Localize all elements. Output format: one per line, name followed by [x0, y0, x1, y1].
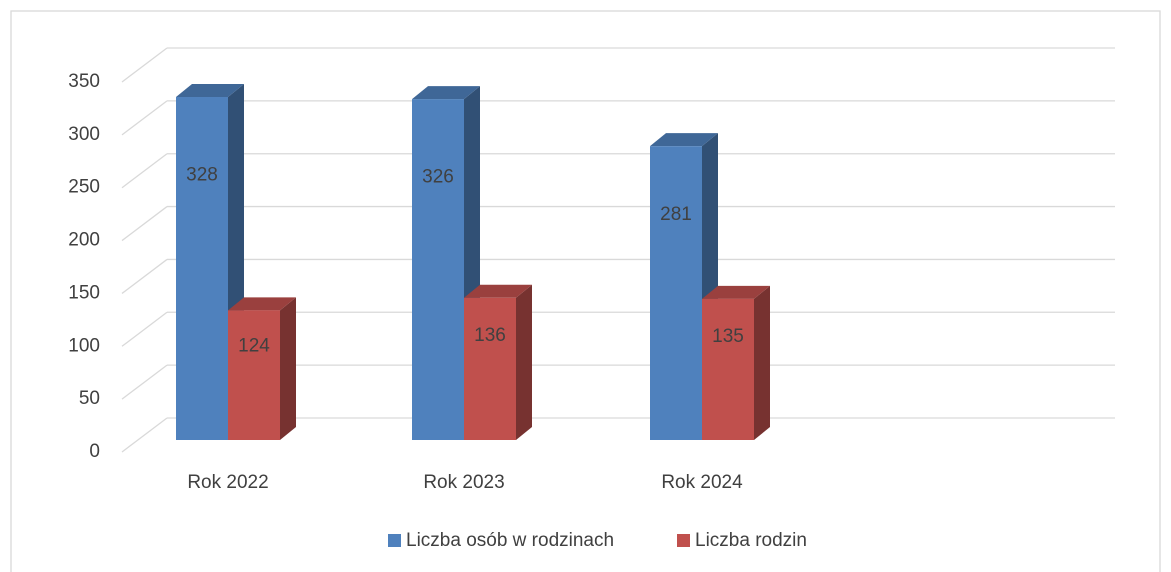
bar-top	[702, 285, 770, 299]
grid-line-side	[121, 311, 168, 347]
grid-line-side	[121, 206, 168, 242]
y-tick-label: 150	[68, 282, 100, 303]
bar-top	[650, 133, 718, 147]
legend-label: Liczba osób w rodzinach	[406, 530, 614, 551]
data-label: 328	[186, 165, 218, 186]
grid-line-side	[121, 417, 168, 453]
x-tick-label: Rok 2022	[187, 472, 268, 493]
bar	[412, 99, 464, 441]
bar-side	[516, 284, 532, 440]
bar-top	[412, 86, 480, 100]
grid-line-side	[121, 47, 168, 83]
bar	[464, 297, 516, 440]
data-label: 281	[660, 204, 692, 225]
chart-frame	[10, 10, 1161, 572]
y-tick-label: 200	[68, 230, 100, 251]
data-label: 136	[474, 325, 506, 346]
bar-top	[228, 297, 296, 311]
bar	[176, 97, 228, 441]
bar	[228, 310, 280, 440]
legend-label: Liczba rodzin	[695, 530, 807, 551]
bar-top	[464, 284, 532, 298]
bar-side	[754, 285, 770, 440]
y-tick-label: 300	[68, 124, 100, 145]
y-tick-label: 250	[68, 177, 100, 198]
data-label: 124	[238, 335, 270, 356]
bar-top	[176, 84, 244, 98]
grid-line-side	[121, 258, 168, 294]
y-tick-label: 50	[79, 388, 100, 409]
bar	[702, 298, 754, 440]
y-tick-label: 100	[68, 335, 100, 356]
x-tick-label: Rok 2024	[661, 472, 743, 493]
legend-swatch	[388, 534, 401, 547]
bar	[650, 146, 702, 440]
grid-line-side	[121, 364, 168, 400]
x-tick-label: Rok 2023	[423, 472, 504, 493]
y-tick-label: 350	[68, 71, 100, 92]
legend-swatch	[677, 534, 690, 547]
data-label: 326	[422, 166, 454, 187]
grid-line-side	[121, 100, 168, 136]
y-tick-label: 0	[89, 441, 100, 462]
grid-line-side	[121, 153, 168, 189]
bar-side	[280, 297, 296, 440]
data-label: 135	[712, 326, 744, 347]
